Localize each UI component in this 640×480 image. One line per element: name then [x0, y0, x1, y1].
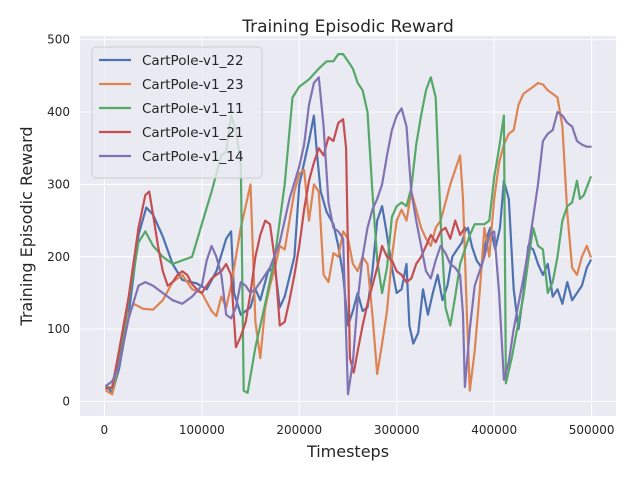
- legend-label: CartPole-v1_21: [142, 125, 244, 141]
- x-tick-label: 200000: [276, 423, 322, 437]
- y-tick-label: 300: [47, 177, 70, 191]
- x-tick-labels: 0 100000 200000 300000 400000 500000: [101, 423, 615, 437]
- series-line-1: [105, 81, 592, 396]
- legend-box: [91, 46, 263, 179]
- legend-label: CartPole-v1_14: [142, 149, 244, 165]
- x-tick-label: 500000: [569, 423, 615, 437]
- series-group: [105, 52, 592, 396]
- x-tick-label: 400000: [471, 423, 517, 437]
- y-tick-label: 100: [47, 322, 70, 336]
- series-line-3: [105, 118, 466, 390]
- y-tick-label: 200: [47, 250, 70, 264]
- legend-label: CartPole-v1_11: [142, 101, 244, 117]
- chart-title: Training Episodic Reward: [241, 17, 454, 37]
- legend-label: CartPole-v1_22: [142, 53, 244, 69]
- x-tick-label: 0: [101, 423, 109, 437]
- x-axis-label: Timesteps: [306, 442, 389, 461]
- x-tick-label: 100000: [179, 423, 225, 437]
- legend: CartPole-v1_22 CartPole-v1_23 CartPole-v1_…: [91, 46, 263, 179]
- y-tick-labels: 0 100 200 300 400 500: [47, 33, 70, 409]
- x-tick-label: 300000: [374, 423, 420, 437]
- y-axis-label: Training Episodic Reward: [17, 126, 36, 326]
- y-tick-label: 0: [62, 395, 70, 409]
- y-tick-label: 500: [47, 33, 70, 47]
- legend-label: CartPole-v1_23: [142, 77, 244, 93]
- series-line-4: [105, 76, 592, 396]
- y-tick-label: 400: [47, 105, 70, 119]
